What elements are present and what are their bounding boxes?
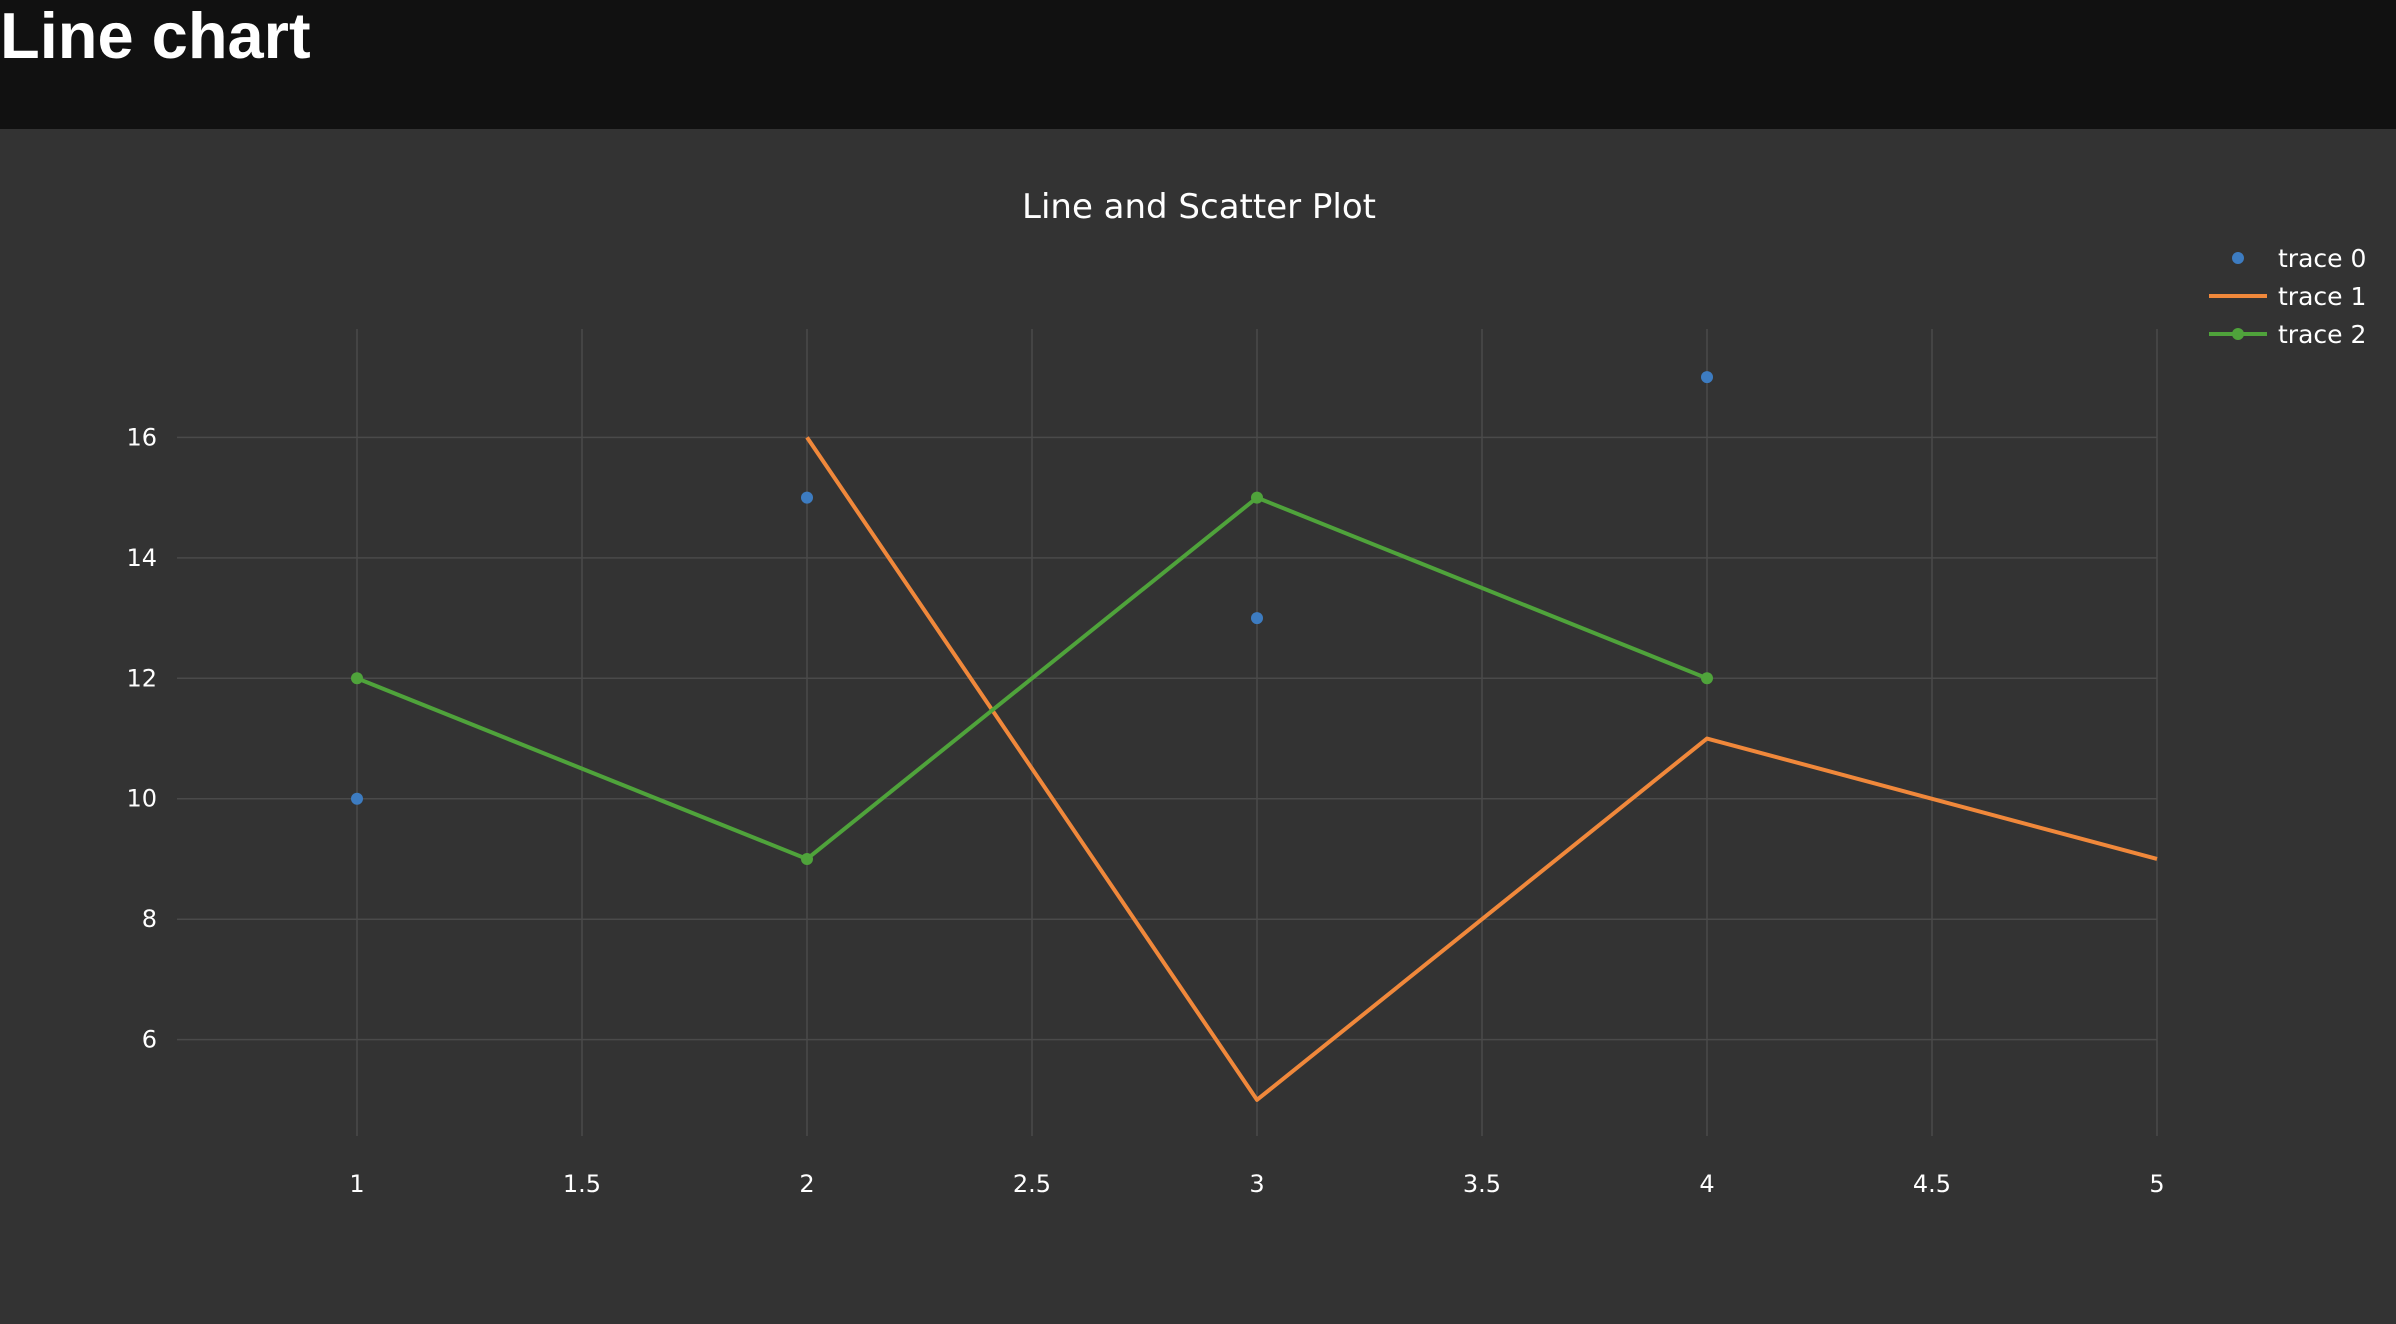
- y-tick-label: 8: [142, 905, 157, 933]
- x-tick-label: 2.5: [1013, 1170, 1051, 1198]
- series-trace-1: [805, 436, 2158, 1102]
- line-scatter-chart: Line and Scatter Plot 1 1.5 2 2.5 3 3.5 4 4.5 5 6…: [126, 187, 2366, 1198]
- legend-swatch-marker: [2232, 252, 2244, 264]
- y-tick-label: 10: [126, 785, 157, 813]
- y-tick-label: 14: [126, 544, 157, 572]
- data-point: [1701, 371, 1713, 384]
- x-tick-label: 3: [1249, 1170, 1264, 1198]
- series-trace-2: [351, 491, 1713, 865]
- plot-series: [351, 371, 2158, 1102]
- data-point: [351, 792, 363, 805]
- x-tick-label: 1: [349, 1170, 364, 1198]
- data-point: [1251, 491, 1263, 504]
- x-tick-label: 5: [2149, 1170, 2164, 1198]
- data-point: [1251, 612, 1263, 625]
- x-tick-label: 4.5: [1913, 1170, 1951, 1198]
- legend-label: trace 2: [2278, 320, 2366, 349]
- y-tick-label: 16: [126, 423, 157, 451]
- x-tick-label: 1.5: [563, 1170, 601, 1198]
- axes: 1 1.5 2 2.5 3 3.5 4 4.5 5 6 8 10 12 14 16: [126, 423, 2164, 1198]
- x-tick-label: 4: [1699, 1170, 1714, 1198]
- series-line: [805, 436, 2158, 1102]
- data-point: [801, 852, 813, 865]
- data-point: [351, 672, 363, 685]
- legend[interactable]: trace 0 trace 1 trace 2: [2209, 244, 2366, 349]
- legend-label: trace 0: [2278, 244, 2366, 273]
- page-header: Line chart: [0, 0, 2396, 129]
- legend-item[interactable]: trace 0: [2232, 244, 2366, 273]
- data-point: [1701, 672, 1713, 685]
- x-tick-label: 3.5: [1463, 1170, 1501, 1198]
- series-line: [356, 495, 1708, 861]
- grid: [177, 329, 2158, 1136]
- series-trace-0: [351, 371, 1713, 805]
- page-title: Line chart: [0, 0, 311, 72]
- chart-title: Line and Scatter Plot: [1022, 187, 1376, 227]
- y-tick-label: 12: [126, 664, 157, 692]
- legend-item[interactable]: trace 1: [2209, 282, 2366, 311]
- legend-item[interactable]: trace 2: [2209, 320, 2366, 349]
- y-tick-label: 6: [142, 1026, 157, 1054]
- x-tick-label: 2: [799, 1170, 814, 1198]
- legend-label: trace 1: [2278, 282, 2366, 311]
- chart-area: Line and Scatter Plot 1 1.5 2 2.5 3 3.5 4 4.5 5 6…: [0, 129, 2396, 1324]
- legend-swatch-marker: [2232, 328, 2244, 340]
- data-point: [801, 491, 813, 504]
